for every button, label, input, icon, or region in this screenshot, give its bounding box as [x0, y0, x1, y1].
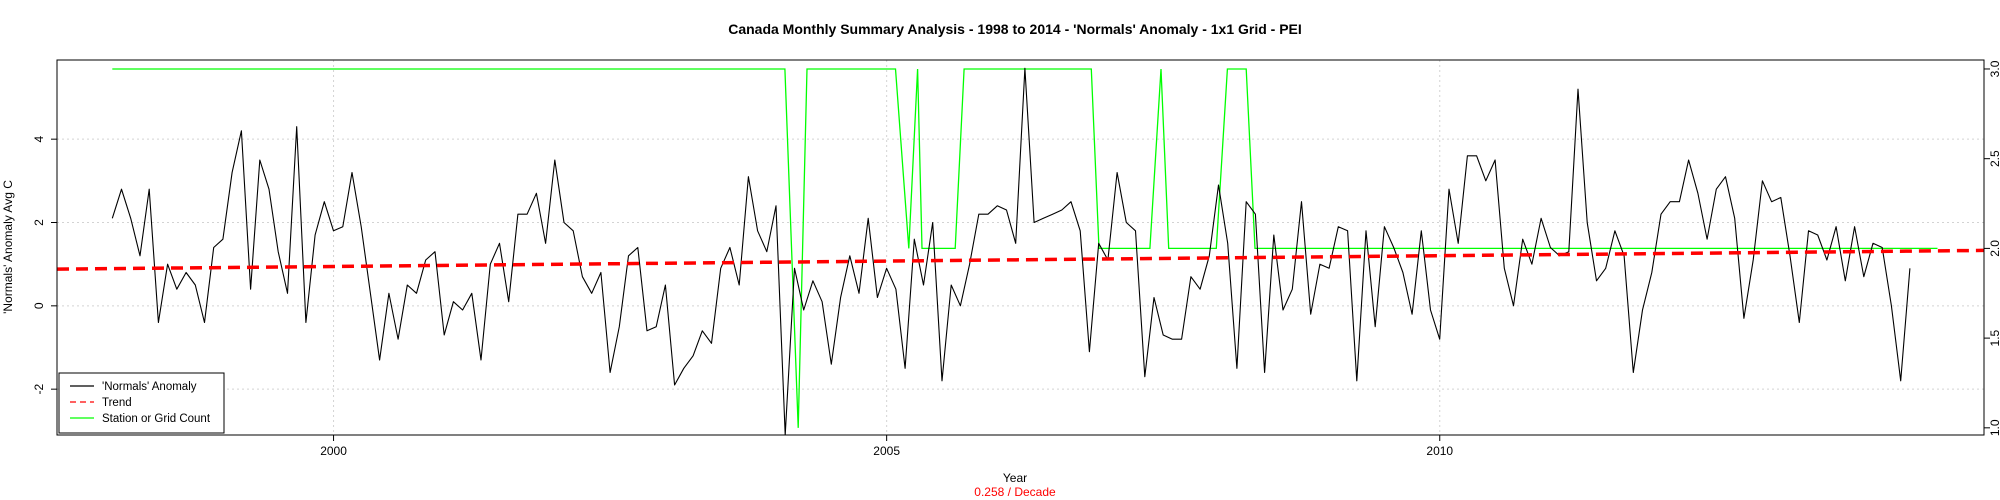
legend-label-trend: Trend: [102, 397, 132, 409]
y-right-tick-label-2: 2.0: [1988, 240, 2000, 257]
y-left-tick-label-2: 2: [32, 219, 46, 226]
y-right-tick-label-1: 1.5: [1988, 329, 2000, 346]
y-right-tick-label-4: 3.0: [1988, 60, 2000, 77]
x-axis-label: Year: [1003, 471, 1027, 485]
legend: 'Normals' Anomaly Trend Station or Grid …: [58, 372, 225, 434]
legend-label-anomaly: 'Normals' Anomaly: [102, 381, 197, 393]
series-station-count-line: [112, 68, 1938, 428]
x-tick-label-2: 2010: [1426, 444, 1453, 458]
series-anomaly-line: [111, 67, 1911, 436]
legend-box: [58, 372, 225, 434]
y-right-tick-label-0: 1.0: [1988, 419, 2000, 436]
y-left-tick-label-1: 0: [32, 302, 46, 309]
y-right-tick-label-3: 2.5: [1988, 150, 2000, 167]
series-layer: [56, 67, 1985, 436]
plot-frame: [56, 59, 1985, 436]
legend-label-count: Station or Grid Count: [102, 413, 211, 425]
y-axis-label: 'Normals' Anomaly Avg C: [1, 180, 15, 314]
series-trend-line: [56, 248, 1985, 271]
chart-title: Canada Monthly Summary Analysis - 1998 t…: [728, 21, 1302, 37]
grid: [57, 60, 1984, 435]
x-tick-label-1: 2005: [873, 444, 900, 458]
axes: 2000 2005 2010 -2 0 2 4 1.0 1.5 2.0 2.5 3.0: [32, 60, 2000, 458]
y-left-tick-label-0: -2: [32, 384, 46, 395]
trend-per-decade-label: 0.258 / Decade: [974, 485, 1056, 499]
y-left-tick-label-3: 4: [32, 136, 46, 143]
x-tick-label-0: 2000: [320, 444, 347, 458]
